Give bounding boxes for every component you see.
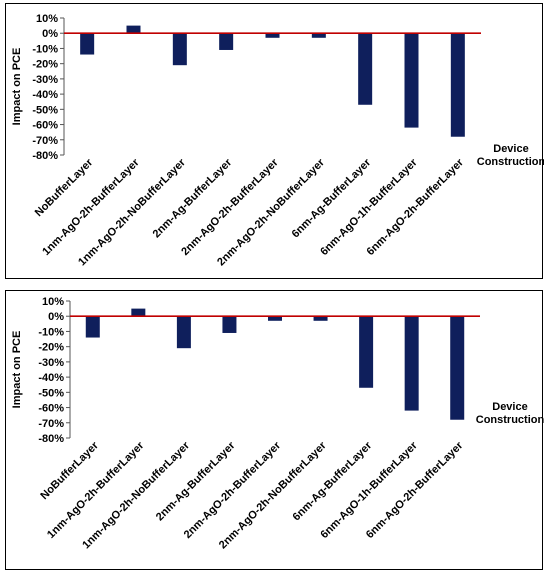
x-category-label: 2nm-AgO-2h-BufferLayer bbox=[182, 439, 284, 541]
bar-1 bbox=[85, 316, 100, 338]
bar-5 bbox=[265, 33, 280, 38]
x-category-label: 6nm-AgO-1h-BufferLayer bbox=[318, 439, 420, 541]
y-tick-label: -40% bbox=[32, 89, 58, 101]
x-category-label: 2nm-Ag-BufferLayer bbox=[151, 156, 235, 240]
x-axis-label-line1: Device bbox=[493, 143, 528, 155]
x-category-label: 6nm-AgO-1h-BufferLayer bbox=[318, 156, 420, 258]
y-tick-label: -20% bbox=[32, 59, 58, 71]
y-tick-label: -10% bbox=[32, 43, 58, 55]
bar-1 bbox=[80, 33, 95, 55]
x-axis-label-line2: Construction bbox=[477, 156, 544, 168]
bar-9 bbox=[450, 33, 465, 137]
bar-7 bbox=[358, 33, 373, 105]
bar-6 bbox=[311, 33, 326, 38]
bar-4 bbox=[219, 33, 234, 50]
x-axis-label-line2: Construction bbox=[476, 414, 544, 426]
y-axis-label: Impact on PCE bbox=[11, 331, 23, 409]
chart-panel-bottom: 10% 0% -10% -20% -30% -40% -50% -60% -70% -80% NoB… bbox=[5, 290, 544, 570]
y-tick-label: 10% bbox=[42, 296, 64, 308]
y-tick-label: -30% bbox=[32, 74, 58, 86]
y-tick-label: -60% bbox=[38, 403, 64, 415]
y-tick-label: -50% bbox=[38, 387, 64, 399]
bar-chart-bottom: 10%0%-10%-20%-30%-40%-50%-60%-70%-80%NoB… bbox=[11, 296, 544, 551]
y-tick-label: -80% bbox=[38, 433, 64, 445]
y-tick-label: -70% bbox=[32, 135, 58, 147]
y-tick-label: -80% bbox=[32, 150, 58, 162]
chart-panel-top: 10% 0% -10% -20% -30% -40% -50% -60% -70% -80% NoB… bbox=[5, 3, 544, 279]
bar-8 bbox=[404, 316, 419, 411]
x-category-label: 6nm-Ag-BufferLayer bbox=[291, 439, 375, 523]
y-tick-label: 10% bbox=[36, 13, 58, 25]
x-category-label: 6nm-AgO-2h-BufferLayer bbox=[364, 439, 466, 541]
x-category-label: 6nm-AgO-2h-BufferLayer bbox=[365, 156, 467, 258]
bar-5 bbox=[268, 316, 282, 321]
bar-4 bbox=[222, 316, 237, 333]
x-category-label: 2nm-AgO-2h-BufferLayer bbox=[179, 156, 281, 258]
bar-2 bbox=[126, 25, 141, 34]
bar-chart-top: 10%0%-10%-20%-30%-40%-50%-60%-70%-80%NoB… bbox=[11, 13, 544, 268]
y-tick-label: -20% bbox=[38, 342, 64, 354]
y-axis-label: Impact on PCE bbox=[11, 48, 23, 126]
y-tick-label: -50% bbox=[32, 104, 58, 116]
x-category-label: 1nm-AgO-2h-BufferLayer bbox=[45, 439, 147, 541]
x-category-label: 1nm-AgO-2h-BufferLayer bbox=[40, 156, 142, 258]
y-tick-label: 0% bbox=[42, 28, 58, 40]
x-category-label: 6nm-Ag-BufferLayer bbox=[290, 156, 374, 240]
bar-9 bbox=[450, 316, 465, 420]
bar-7 bbox=[359, 316, 374, 388]
x-axis-label-line1: Device bbox=[492, 401, 527, 413]
bar-2 bbox=[131, 308, 146, 317]
bar-3 bbox=[176, 316, 191, 349]
y-tick-label: -60% bbox=[32, 120, 58, 132]
bar-6 bbox=[313, 316, 328, 321]
y-tick-label: 0% bbox=[48, 311, 64, 323]
bar-3 bbox=[172, 33, 187, 66]
y-tick-label: -40% bbox=[38, 372, 64, 384]
y-tick-label: -30% bbox=[38, 357, 64, 369]
y-tick-label: -10% bbox=[38, 326, 64, 338]
x-category-label: 2nm-Ag-BufferLayer bbox=[154, 439, 238, 523]
y-tick-label: -70% bbox=[38, 418, 64, 430]
bar-8 bbox=[404, 33, 419, 128]
